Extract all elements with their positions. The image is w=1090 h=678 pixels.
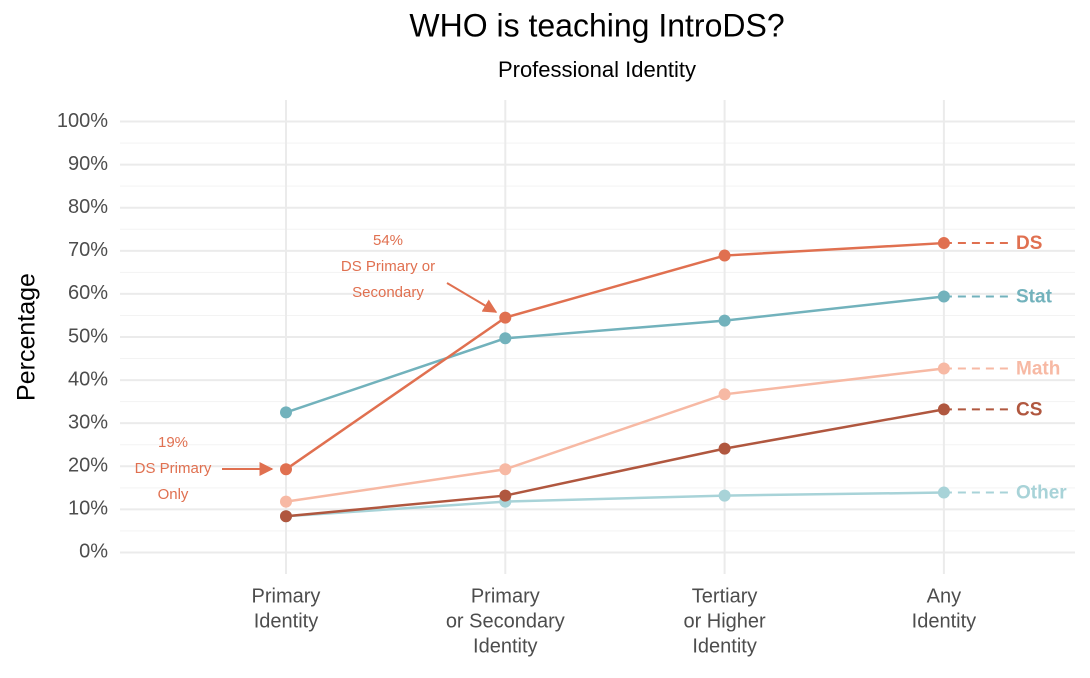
- series-label: Stat: [1016, 287, 1053, 308]
- point: [280, 463, 292, 476]
- y-tick-label: 70%: [68, 239, 108, 261]
- point: [937, 362, 950, 375]
- x-tick-label: Identity: [692, 635, 756, 657]
- annotation-text: 54%: [373, 232, 403, 249]
- point: [499, 311, 512, 324]
- y-axis-title: Percentage: [13, 273, 41, 401]
- annotation-arrow: [446, 282, 498, 313]
- series-line: [285, 241, 944, 471]
- series-line: [285, 491, 944, 518]
- annotation-text: DS Primary or: [341, 258, 435, 275]
- x-tick-label: Primary: [471, 585, 540, 607]
- point: [499, 463, 512, 476]
- x-tick-label: Identity: [254, 610, 318, 632]
- y-tick-label: 10%: [68, 498, 108, 520]
- point: [937, 403, 950, 416]
- x-tick-label: Identity: [912, 610, 976, 632]
- annotation-text: DS Primary: [135, 460, 212, 477]
- x-tick-label: or Higher: [683, 610, 766, 632]
- series-line: [285, 295, 945, 414]
- x-tick-label: Identity: [473, 635, 537, 657]
- x-tick-label: or Secondary: [446, 610, 565, 632]
- annotation-text: Secondary: [352, 284, 424, 301]
- series-line: [285, 367, 945, 503]
- point: [718, 249, 731, 262]
- chart-subtitle: Professional Identity: [498, 57, 696, 82]
- point: [937, 290, 950, 303]
- point: [499, 489, 512, 502]
- annotation-text: 19%: [158, 434, 188, 451]
- y-tick-label: 100%: [57, 110, 108, 132]
- point: [937, 237, 950, 250]
- series-label: Other: [1016, 483, 1067, 504]
- point: [718, 489, 731, 502]
- y-tick-label: 60%: [68, 282, 108, 304]
- y-tick-label: 40%: [68, 368, 108, 390]
- point: [280, 495, 292, 508]
- y-tick-label: 90%: [68, 153, 108, 175]
- series-line: [285, 408, 945, 518]
- x-tick-label: Any: [927, 585, 961, 607]
- y-tick-label: 30%: [68, 411, 108, 433]
- x-tick-label: Primary: [252, 585, 321, 607]
- series-label: Math: [1016, 358, 1060, 379]
- series-label: CS: [1016, 399, 1042, 420]
- y-tick-label: 20%: [68, 455, 108, 477]
- y-tick-label: 0%: [79, 541, 108, 563]
- series-label: DS: [1016, 233, 1042, 254]
- chart-title: WHO is teaching IntroDS?: [409, 7, 784, 43]
- point: [937, 486, 950, 499]
- point: [499, 332, 512, 345]
- point: [718, 314, 731, 327]
- x-tick-label: Tertiary: [692, 585, 758, 607]
- y-tick-label: 50%: [68, 325, 108, 347]
- y-tick-label: 80%: [68, 196, 108, 218]
- point: [718, 388, 731, 401]
- point: [280, 406, 292, 419]
- point: [718, 442, 731, 455]
- annotation-text: Only: [158, 486, 189, 503]
- point: [280, 510, 292, 523]
